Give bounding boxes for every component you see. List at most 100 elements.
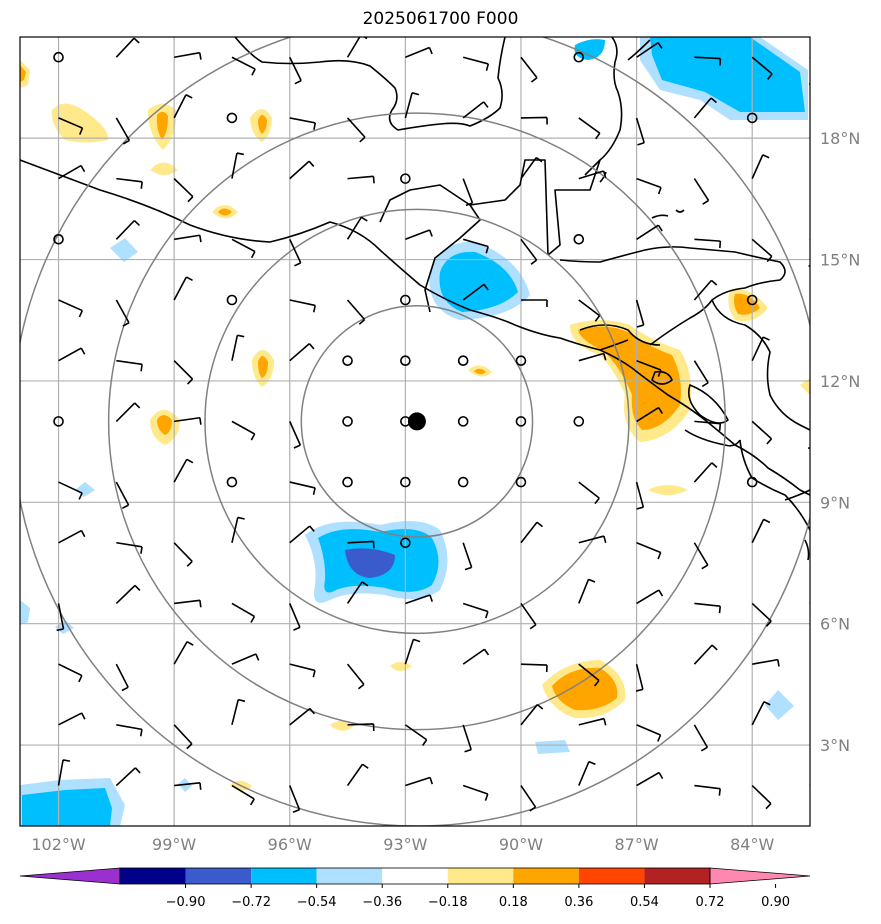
- wind-barb: [809, 664, 810, 666]
- wind-barb: [578, 170, 607, 180]
- wind-barb: [173, 458, 194, 483]
- wind-barb: [809, 598, 810, 604]
- calm-wind-marker: [342, 355, 353, 366]
- wind-barb: [231, 653, 260, 665]
- wind-barb: [520, 521, 543, 544]
- wind-barb: [520, 56, 538, 83]
- wind-barb: [289, 160, 315, 180]
- wind-barb: [115, 584, 141, 605]
- colorbar-label: 0.36: [564, 895, 593, 910]
- wind-barb: [289, 603, 301, 631]
- wind-barb: [289, 707, 315, 726]
- wind-barb: [116, 724, 143, 737]
- wind-barb: [289, 481, 316, 495]
- wind-barb: [173, 94, 193, 119]
- calm-wind-marker: [226, 294, 238, 306]
- positive-anomaly-region: [258, 115, 267, 134]
- coastline: [599, 171, 607, 183]
- positive-anomaly-region: [51, 103, 109, 143]
- coastline: [584, 37, 623, 176]
- coastline: [651, 214, 669, 219]
- calm-wind-marker: [342, 476, 353, 488]
- wind-barb: [809, 723, 810, 725]
- wind-barb: [58, 164, 86, 180]
- calm-wind-marker: [400, 476, 411, 488]
- latitude-label: 3°N: [820, 736, 850, 755]
- wind-barb: [346, 216, 368, 240]
- wind-barb: [56, 603, 65, 632]
- wind-barb: [173, 542, 193, 567]
- calm-wind-marker: [746, 112, 758, 124]
- negative-anomaly-region: [75, 482, 95, 497]
- wind-barb: [404, 638, 421, 665]
- wind-barb: [289, 117, 317, 130]
- wind-barb: [462, 56, 490, 71]
- coastline: [651, 370, 673, 385]
- wind-barb: [115, 299, 130, 327]
- wind-barb: [694, 602, 722, 614]
- longitude-labels: 102°W 99°W 96°W 93°W 90°W 87°W 84°W: [31, 835, 774, 854]
- wind-barb: [694, 420, 722, 431]
- wind-barb: [289, 299, 316, 313]
- positive-anomaly-region: [20, 65, 26, 82]
- wind-barb: [115, 402, 141, 422]
- coastline: [234, 37, 506, 131]
- colorbar-label: 0.72: [696, 895, 725, 910]
- negative-anomaly-region: [535, 740, 570, 754]
- wind-barb: [809, 781, 810, 786]
- colorbar-frame: [119, 867, 711, 885]
- wind-barb: [751, 154, 770, 179]
- calm-wind-marker: [400, 173, 411, 184]
- wind-barb: [635, 481, 645, 510]
- graticule: [20, 37, 810, 826]
- wind-barb: [809, 300, 810, 301]
- colorbar-segment: [185, 868, 252, 884]
- wind-barb: [231, 516, 245, 543]
- wind-barb: [58, 299, 84, 318]
- wind-barb: [173, 178, 194, 203]
- calm-wind-marker: [226, 112, 238, 124]
- wind-barb: [520, 299, 548, 307]
- wind-barb: [693, 178, 710, 205]
- wind-barb: [115, 220, 140, 240]
- longitude-label: 90°W: [499, 835, 543, 854]
- wind-barb: [58, 712, 86, 726]
- wind-barbs: [53, 37, 810, 814]
- wind-barb: [346, 763, 369, 786]
- latitude-label: 12°N: [820, 372, 860, 391]
- positive-anomaly-region: [330, 720, 354, 731]
- colorbar-label: −0.18: [428, 895, 468, 910]
- negative-anomaly-region: [345, 548, 395, 578]
- wind-barb: [751, 336, 770, 362]
- negative-anomaly-region: [650, 37, 805, 112]
- wind-barb: [578, 760, 596, 786]
- calm-wind-marker: [515, 355, 527, 366]
- positive-anomaly-region: [258, 356, 268, 378]
- wind-barb: [231, 56, 256, 76]
- colorbar-segment: [513, 868, 579, 884]
- wind-barb: [404, 92, 420, 119]
- wind-barb: [346, 299, 366, 325]
- wind-barb: [635, 663, 644, 692]
- range-rings: [20, 37, 810, 826]
- wind-barb: [807, 421, 810, 450]
- wind-barb: [751, 700, 771, 726]
- wind-barb: [115, 37, 140, 58]
- calm-wind-marker: [457, 416, 469, 427]
- wind-barb: [231, 420, 256, 441]
- negative-anomaly-region: [574, 39, 605, 60]
- wind-barb: [520, 663, 548, 673]
- negative-anomaly-region: [110, 238, 138, 262]
- negative-anomaly-region: [20, 600, 30, 625]
- calm-wind-marker: [53, 234, 64, 245]
- wind-barb: [347, 540, 375, 549]
- wind-barb: [174, 416, 202, 425]
- wind-barb: [231, 334, 245, 361]
- colorbar-label: −0.72: [231, 895, 271, 910]
- wind-barb: [231, 602, 256, 623]
- wind-barb: [289, 56, 302, 85]
- wind-barb: [58, 117, 84, 135]
- wind-barb: [462, 178, 474, 207]
- wind-barb: [289, 785, 301, 814]
